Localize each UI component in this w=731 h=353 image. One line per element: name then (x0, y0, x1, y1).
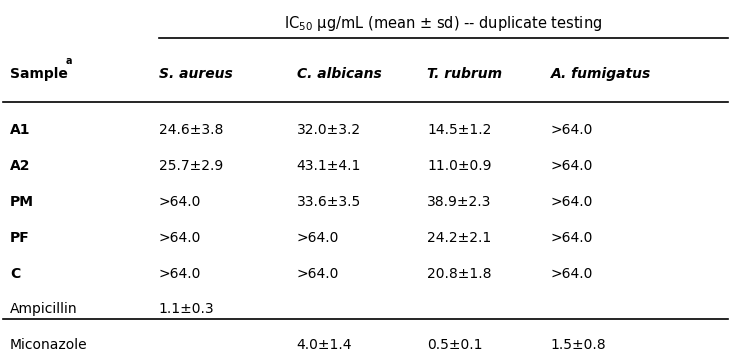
Text: 32.0±3.2: 32.0±3.2 (297, 124, 360, 137)
Text: a: a (66, 56, 72, 66)
Text: Sample: Sample (10, 67, 68, 81)
Text: >64.0: >64.0 (550, 195, 593, 209)
Text: >64.0: >64.0 (159, 231, 201, 245)
Text: 38.9±2.3: 38.9±2.3 (427, 195, 491, 209)
Text: A1: A1 (10, 124, 31, 137)
Text: IC$_{50}$ μg/mL (mean ± sd) -- duplicate testing: IC$_{50}$ μg/mL (mean ± sd) -- duplicate… (284, 14, 602, 34)
Text: PM: PM (10, 195, 34, 209)
Text: 24.6±3.8: 24.6±3.8 (159, 124, 223, 137)
Text: PF: PF (10, 231, 30, 245)
Text: Miconazole: Miconazole (10, 338, 88, 352)
Text: A2: A2 (10, 159, 31, 173)
Text: 0.5±0.1: 0.5±0.1 (427, 338, 482, 352)
Text: C: C (10, 267, 20, 281)
Text: 43.1±4.1: 43.1±4.1 (297, 159, 361, 173)
Text: T. rubrum: T. rubrum (427, 67, 502, 81)
Text: S. aureus: S. aureus (159, 67, 232, 81)
Text: A. fumigatus: A. fumigatus (550, 67, 651, 81)
Text: 1.1±0.3: 1.1±0.3 (159, 303, 214, 316)
Text: >64.0: >64.0 (297, 231, 339, 245)
Text: 20.8±1.8: 20.8±1.8 (427, 267, 492, 281)
Text: >64.0: >64.0 (550, 267, 593, 281)
Text: 33.6±3.5: 33.6±3.5 (297, 195, 361, 209)
Text: >64.0: >64.0 (297, 267, 339, 281)
Text: 25.7±2.9: 25.7±2.9 (159, 159, 223, 173)
Text: 1.5±0.8: 1.5±0.8 (550, 338, 606, 352)
Text: >64.0: >64.0 (159, 267, 201, 281)
Text: 14.5±1.2: 14.5±1.2 (427, 124, 491, 137)
Text: Ampicillin: Ampicillin (10, 303, 77, 316)
Text: C. albicans: C. albicans (297, 67, 382, 81)
Text: 24.2±2.1: 24.2±2.1 (427, 231, 491, 245)
Text: >64.0: >64.0 (550, 124, 593, 137)
Text: >64.0: >64.0 (550, 231, 593, 245)
Text: 11.0±0.9: 11.0±0.9 (427, 159, 492, 173)
Text: >64.0: >64.0 (550, 159, 593, 173)
Text: >64.0: >64.0 (159, 195, 201, 209)
Text: 4.0±1.4: 4.0±1.4 (297, 338, 352, 352)
